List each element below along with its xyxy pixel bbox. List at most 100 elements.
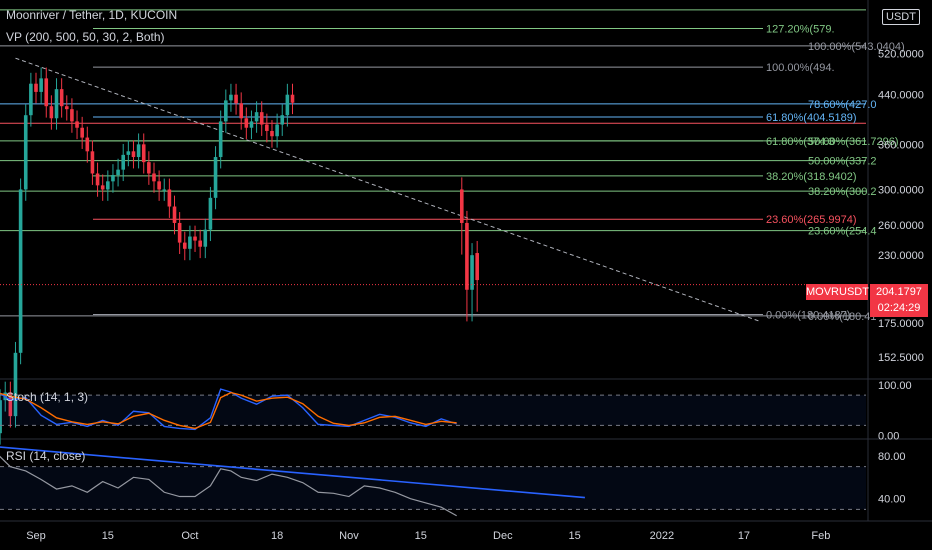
- currency-button[interactable]: USDT: [882, 9, 920, 25]
- candle[interactable]: [29, 83, 33, 116]
- candle[interactable]: [116, 169, 120, 176]
- volume-profile-legend[interactable]: VP (200, 500, 50, 30, 2, Both): [6, 30, 165, 44]
- candle[interactable]: [198, 240, 202, 247]
- candle[interactable]: [167, 189, 172, 207]
- candle[interactable]: [49, 106, 54, 119]
- candle[interactable]: [147, 162, 151, 174]
- candle[interactable]: [213, 157, 218, 198]
- candle[interactable]: [44, 78, 49, 107]
- price-axis-tick: 152.5000: [878, 352, 924, 364]
- rsi-trendline[interactable]: [0, 445, 585, 499]
- time-axis-tick: Dec: [493, 530, 513, 542]
- candle[interactable]: [136, 144, 141, 158]
- candle[interactable]: [285, 94, 290, 116]
- price-pane[interactable]: 127.20%(579. 100.00%(543.0404) 100.00%(494…: [0, 0, 932, 522]
- candle[interactable]: [182, 242, 187, 249]
- fib-level-label: 78.60%(427.0: [808, 99, 877, 111]
- time-axis-tick: Sep: [26, 530, 46, 542]
- indicator-band: [0, 395, 866, 426]
- candle[interactable]: [121, 154, 126, 170]
- candle[interactable]: [470, 255, 474, 290]
- fib-level-label: 23.60%(254.4: [808, 226, 877, 238]
- candle[interactable]: [229, 94, 233, 101]
- fib-level-label: 0.00%(180.41: [808, 311, 877, 323]
- time-axis-tick: 17: [738, 530, 750, 542]
- price-axis[interactable]: 152.5000175.0000200.0000230.0000260.0000…: [878, 48, 924, 505]
- trendline-dashed[interactable]: [15, 57, 761, 322]
- candle[interactable]: [208, 197, 213, 230]
- candle[interactable]: [90, 151, 95, 174]
- candle[interactable]: [244, 118, 249, 128]
- candle[interactable]: [172, 206, 177, 223]
- candle[interactable]: [475, 253, 479, 281]
- candle[interactable]: [254, 112, 259, 122]
- time-axis[interactable]: Sep 15 Oct 18 Nov 15 Dec 15 2022 17 Feb: [26, 530, 830, 542]
- stoch-legend[interactable]: Stoch (14, 1, 3): [6, 390, 89, 404]
- candle[interactable]: [259, 112, 264, 125]
- candle[interactable]: [54, 89, 59, 119]
- candle[interactable]: [280, 115, 285, 125]
- fib-level-label: 23.60%(265.9974): [766, 214, 857, 226]
- candle[interactable]: [290, 94, 295, 103]
- rsi-pane[interactable]: [0, 445, 866, 517]
- candle[interactable]: [465, 222, 469, 290]
- candle[interactable]: [193, 236, 197, 241]
- candle[interactable]: [23, 115, 28, 190]
- candle[interactable]: [162, 189, 167, 191]
- candle[interactable]: [34, 83, 38, 92]
- candle[interactable]: [70, 109, 74, 122]
- candle[interactable]: [0, 400, 2, 434]
- fib-level-label: 50.00%(337.2: [808, 156, 877, 168]
- fib-level-label: 61.80%(374.3: [766, 136, 835, 148]
- candle[interactable]: [275, 124, 279, 137]
- candle[interactable]: [100, 185, 105, 190]
- stoch-k-line[interactable]: [0, 388, 457, 431]
- stoch-pane[interactable]: [0, 388, 866, 431]
- bar-countdown: 02:24:29: [877, 302, 921, 314]
- candle[interactable]: [95, 173, 100, 186]
- candle[interactable]: [8, 392, 13, 417]
- symbol-price-tag: MOVRUSDT: [806, 284, 869, 300]
- candle[interactable]: [59, 89, 64, 107]
- candle[interactable]: [13, 352, 18, 417]
- candle[interactable]: [177, 222, 182, 243]
- candle[interactable]: [157, 181, 161, 190]
- stoch-d-line[interactable]: [0, 391, 457, 430]
- candle[interactable]: [459, 189, 464, 223]
- rsi-line[interactable]: [0, 447, 457, 517]
- fib-level-label: 61.80%(404.5189): [766, 112, 857, 124]
- candle[interactable]: [64, 106, 69, 110]
- price-axis-tick: 300.0000: [878, 184, 924, 196]
- last-price-box: 204.1797 02:24:29: [870, 284, 928, 317]
- candle[interactable]: [111, 175, 115, 182]
- candle[interactable]: [39, 78, 43, 92]
- candle[interactable]: [188, 236, 192, 249]
- candle[interactable]: [218, 121, 223, 158]
- indicator-axis-tick: 0.00: [878, 430, 899, 442]
- candle[interactable]: [126, 151, 131, 155]
- fib-level-label: 50.00%(361.7296): [808, 136, 899, 148]
- candle[interactable]: [131, 151, 136, 158]
- price-axis-tick: 175.0000: [878, 318, 924, 330]
- price-axis-tick: 260.0000: [878, 220, 924, 232]
- candle[interactable]: [270, 130, 274, 137]
- rsi-legend[interactable]: RSI (14, close): [6, 449, 86, 463]
- fib-level-label: 38.20%(318.9402): [766, 171, 857, 183]
- candle[interactable]: [75, 121, 79, 128]
- candle[interactable]: [141, 144, 146, 163]
- time-axis-tick: 15: [569, 530, 581, 542]
- candle[interactable]: [249, 121, 254, 128]
- candle[interactable]: [203, 229, 208, 247]
- candle[interactable]: [234, 94, 238, 104]
- candle[interactable]: [152, 173, 156, 182]
- candle[interactable]: [224, 100, 228, 122]
- candle[interactable]: [80, 127, 84, 138]
- candle[interactable]: [85, 137, 90, 152]
- candle[interactable]: [239, 103, 243, 119]
- candle[interactable]: [265, 124, 269, 131]
- time-axis-tick: Nov: [339, 530, 359, 542]
- chart-title: Moonriver / Tether, 1D, KUCOIN: [6, 8, 178, 22]
- candle[interactable]: [106, 181, 110, 190]
- candle[interactable]: [18, 189, 23, 353]
